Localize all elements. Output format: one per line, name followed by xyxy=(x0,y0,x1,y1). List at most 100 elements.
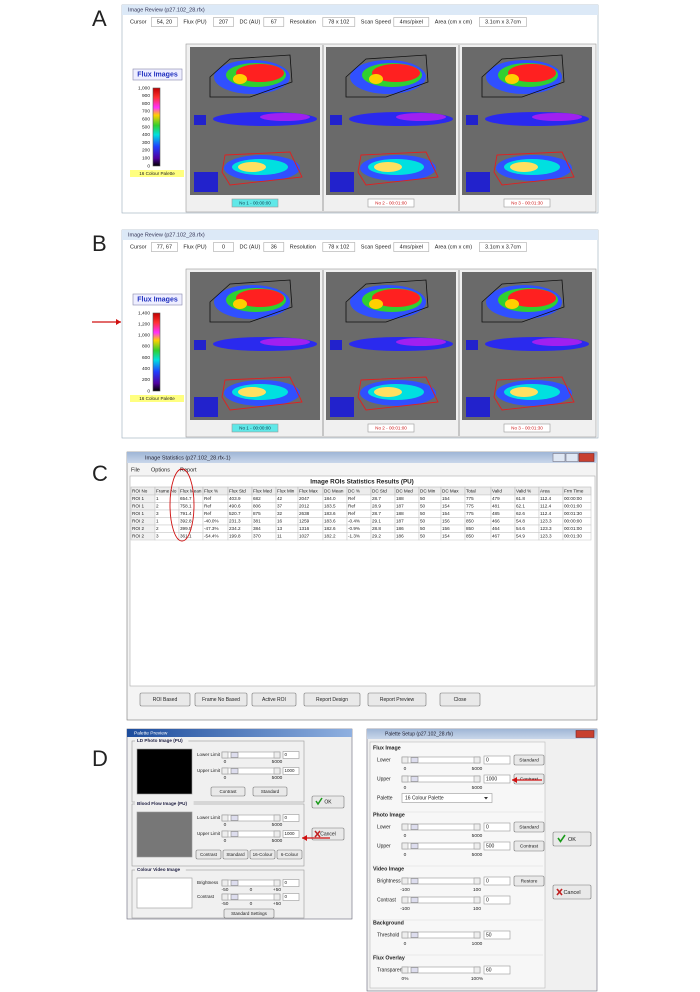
field-value: 4ms/pixel xyxy=(400,19,423,25)
button[interactable] xyxy=(513,840,545,852)
color-bar-label: 800 xyxy=(142,344,150,350)
frame-caption-box xyxy=(503,423,551,433)
slider-track[interactable] xyxy=(221,830,281,838)
button-label[interactable]: Report Design xyxy=(316,697,348,703)
button[interactable] xyxy=(210,786,246,797)
field-value: 36 xyxy=(271,244,277,250)
button-label[interactable]: Restore xyxy=(521,879,538,885)
table-cell-text: Ref xyxy=(348,496,356,501)
button[interactable] xyxy=(194,692,248,707)
button[interactable] xyxy=(195,849,222,860)
table-cell-text: 806 xyxy=(253,504,261,509)
button-label[interactable]: Standard Settings xyxy=(231,911,268,916)
value-box xyxy=(282,893,300,901)
table-cell-text: 2 xyxy=(156,526,159,531)
field-label: DC (AU) xyxy=(240,244,261,250)
menu-item[interactable]: File xyxy=(131,467,140,473)
button-label[interactable]: Cancel xyxy=(563,890,580,896)
menu-item[interactable]: Report xyxy=(180,467,197,473)
menu-item[interactable]: Options xyxy=(151,467,170,473)
button-label[interactable]: OK xyxy=(324,800,332,806)
button-label[interactable]: Contrast xyxy=(520,844,539,850)
table-cell-text: 154 xyxy=(442,534,450,539)
scale-label: 100% xyxy=(471,976,484,982)
frame-caption-box xyxy=(231,423,279,433)
field-box xyxy=(263,242,285,252)
button[interactable] xyxy=(513,754,545,766)
slider-track[interactable] xyxy=(221,814,281,822)
table-cell xyxy=(154,509,180,518)
button[interactable] xyxy=(439,692,481,707)
roi-outline xyxy=(345,54,429,98)
dropdown[interactable] xyxy=(401,793,493,803)
button-label[interactable]: Cancel xyxy=(320,832,336,838)
column-header: Flux Max xyxy=(299,488,318,493)
flux-blob xyxy=(510,387,538,397)
preview-image xyxy=(136,811,193,858)
button[interactable] xyxy=(552,884,592,900)
button-label[interactable]: Frame No Based xyxy=(202,697,240,703)
button-label[interactable]: Standard xyxy=(261,789,280,794)
slider-label: Contrast xyxy=(377,897,397,903)
button-label[interactable]: Report Preview xyxy=(380,697,415,703)
scale-label: -100 xyxy=(400,906,410,912)
roi-outline xyxy=(209,54,293,98)
button[interactable] xyxy=(223,908,275,919)
frame-caption: No 3 - 00:01:30 xyxy=(511,425,543,430)
window-title: Palette Setup (p27.102_28.rfx) xyxy=(385,732,453,738)
button-label[interactable]: Contrast xyxy=(219,789,237,794)
button[interactable] xyxy=(251,692,297,707)
preview-image xyxy=(136,748,193,795)
scale-label: 100 xyxy=(473,887,481,893)
slider-arrow xyxy=(221,893,229,901)
button[interactable] xyxy=(552,831,592,847)
button-label[interactable]: Contrast xyxy=(200,852,218,857)
frame-caption-box xyxy=(231,198,279,208)
color-bar-label: 500 xyxy=(142,124,150,130)
button[interactable] xyxy=(513,821,545,833)
button-label[interactable]: 16-Colour xyxy=(253,852,273,857)
button[interactable] xyxy=(139,692,191,707)
table-cell-text: 123.3 xyxy=(540,519,552,524)
table-cell-text: ROI 1 xyxy=(132,511,144,516)
slider-track[interactable] xyxy=(221,893,281,901)
table-cell-text: 187 xyxy=(396,504,404,509)
slider-arrow xyxy=(401,823,409,831)
button-label[interactable]: Standard xyxy=(519,825,539,831)
slider-track[interactable] xyxy=(221,767,281,775)
scale-label: 0 xyxy=(250,887,253,893)
column-header: ROI No xyxy=(132,488,148,493)
color-bar-label: 200 xyxy=(142,148,150,154)
button-label[interactable]: Close xyxy=(454,697,467,703)
field-label: Cursor xyxy=(130,244,147,250)
table-cell-text: 775 xyxy=(466,496,474,501)
button[interactable] xyxy=(303,692,361,707)
title-bar xyxy=(367,729,597,739)
slider-thumb xyxy=(410,824,419,830)
button-label[interactable]: Standard xyxy=(226,852,245,857)
button-label[interactable]: OK xyxy=(568,837,576,843)
group-box xyxy=(131,869,305,919)
table-cell-text: Ref xyxy=(204,504,212,509)
table-cell-text: -0.9% xyxy=(348,526,360,531)
slider-track[interactable] xyxy=(221,879,281,887)
red-ellipse xyxy=(169,468,195,542)
button-label[interactable]: ROI Based xyxy=(153,697,178,703)
button[interactable] xyxy=(513,875,545,887)
button-label[interactable]: Active ROI xyxy=(262,697,286,703)
column-header: DC Std xyxy=(372,488,387,493)
button[interactable] xyxy=(311,795,345,809)
scale-label: 5000 xyxy=(272,822,283,828)
button[interactable] xyxy=(222,849,249,860)
button-label[interactable]: Standard xyxy=(519,758,539,764)
button[interactable] xyxy=(249,849,276,860)
table-cell-text: 479 xyxy=(492,496,500,501)
button[interactable] xyxy=(276,849,303,860)
slider-track[interactable] xyxy=(221,751,281,759)
flux-blob xyxy=(372,64,420,82)
button[interactable] xyxy=(367,692,427,707)
button-label[interactable]: 6-Colour xyxy=(281,852,299,857)
scale-label: -50 xyxy=(222,901,229,907)
button[interactable] xyxy=(252,786,288,797)
slider-arrow xyxy=(401,896,409,904)
